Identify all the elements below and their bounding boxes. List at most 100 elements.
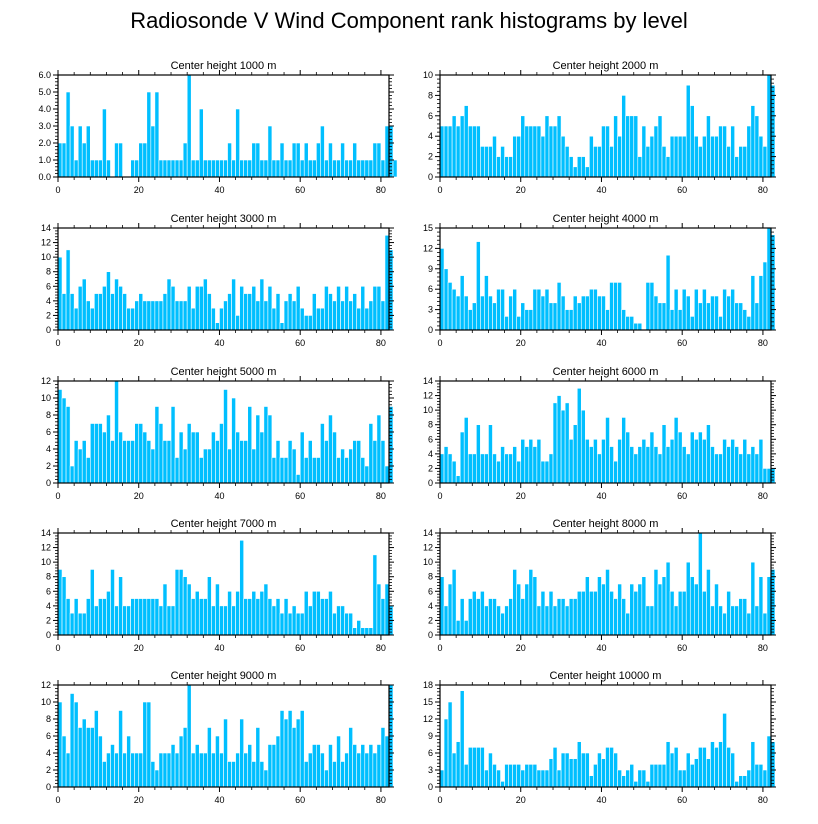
histogram-bar (710, 446, 715, 484)
y-tick-label: 6 (46, 731, 51, 741)
y-tick-label: 4 (46, 601, 51, 611)
histogram-bar (65, 406, 71, 484)
histogram-bar (299, 159, 305, 178)
histogram-bar (259, 431, 265, 484)
y-tick-label: 0 (46, 782, 51, 792)
histogram-bar (576, 590, 582, 636)
histogram-bar (174, 300, 180, 331)
histogram-bar (552, 402, 558, 484)
histogram-panel: Center height 10000 m 0 3 6 9 12 15 18 0 20 40 60 80 (423, 670, 776, 805)
histogram-bar (186, 74, 192, 178)
histogram-bar (609, 747, 614, 788)
histogram-bar (451, 752, 457, 788)
histogram-bar (746, 453, 752, 484)
histogram-bar (376, 285, 382, 331)
x-tick-label: 0 (437, 795, 442, 805)
histogram-bar (235, 108, 240, 178)
histogram-bar (770, 84, 776, 178)
histogram-bar (73, 307, 79, 331)
histogram-bar (742, 438, 748, 484)
histogram-bar (492, 453, 497, 484)
histogram-bar (597, 576, 602, 636)
y-tick-label: 12 (41, 680, 51, 690)
histogram-bar (271, 307, 277, 331)
y-tick-label: 6 (46, 586, 51, 596)
y-tick-label: 2 (428, 463, 433, 473)
histogram-bar (134, 752, 140, 788)
histogram-bar (287, 440, 293, 484)
histogram-bar (69, 125, 75, 178)
histogram-bar (110, 440, 115, 484)
histogram-bar (754, 302, 760, 331)
histogram-bar (516, 583, 522, 636)
histogram-bar (576, 156, 582, 178)
histogram-bar (316, 744, 321, 788)
histogram-bar (524, 309, 530, 331)
histogram-bar (609, 146, 614, 178)
histogram-bar (500, 446, 505, 484)
histogram-bar (142, 142, 148, 178)
histogram-bar (500, 146, 505, 178)
histogram-bar (146, 300, 152, 331)
histogram-bar (625, 431, 631, 484)
histogram-bar (65, 91, 71, 178)
histogram-bar (524, 764, 530, 788)
y-tick-label: 14 (423, 528, 433, 538)
panel-title: Center height 9000 m (171, 670, 277, 682)
y-tick-label: 12 (423, 243, 433, 253)
histogram-bar (211, 431, 216, 484)
histogram-bar (556, 115, 562, 178)
histogram-bar (255, 300, 261, 331)
y-tick-label: 15 (423, 697, 433, 707)
histogram-bar (364, 159, 370, 178)
x-tick-label: 0 (437, 491, 442, 501)
histogram-bar (685, 752, 691, 788)
panel-frame (439, 227, 772, 331)
x-tick-label: 80 (376, 795, 386, 805)
histogram-bar (98, 159, 103, 178)
histogram-bar (231, 605, 236, 636)
histogram-bar (267, 125, 273, 178)
y-tick-label: 12 (41, 376, 51, 386)
histogram-bar (693, 438, 699, 484)
histogram-bar (467, 453, 473, 484)
x-tick-label: 80 (376, 338, 386, 348)
x-tick-label: 0 (55, 643, 60, 653)
histogram-bar (303, 761, 309, 788)
histogram-bar (556, 769, 562, 788)
histogram-bar (718, 605, 723, 636)
histogram-bar (637, 322, 643, 331)
histogram-bar (520, 438, 526, 484)
histogram-bar (380, 440, 386, 484)
histogram-bar (625, 316, 631, 331)
histogram-bar (247, 406, 253, 484)
histogram-bar (750, 446, 756, 484)
histogram-bar (548, 590, 554, 636)
histogram-bar (307, 752, 313, 788)
histogram-bar (621, 598, 626, 636)
histogram-bar (73, 701, 79, 788)
histogram-bar (576, 387, 582, 484)
histogram-bar (57, 701, 63, 788)
histogram-bar (65, 249, 71, 331)
histogram-bar (718, 453, 723, 484)
x-tick-label: 0 (55, 338, 60, 348)
histogram-bar (754, 605, 760, 636)
histogram-bar (311, 159, 317, 178)
histogram-bar (182, 300, 188, 331)
histogram-bar (532, 125, 538, 178)
histogram-bar (114, 752, 119, 788)
histogram-bar (303, 315, 309, 331)
histogram-bar (263, 406, 269, 484)
histogram-bar (496, 605, 501, 636)
histogram-bar (669, 752, 675, 788)
histogram-bar (734, 302, 740, 331)
y-tick-label: 8 (46, 267, 51, 277)
histogram-bar (360, 159, 366, 178)
histogram-bar (661, 764, 667, 788)
histogram-bar (239, 539, 244, 636)
histogram-bar (146, 701, 152, 788)
histogram-bar (81, 612, 87, 636)
histogram-bar (320, 307, 325, 331)
histogram-bar (130, 159, 136, 178)
